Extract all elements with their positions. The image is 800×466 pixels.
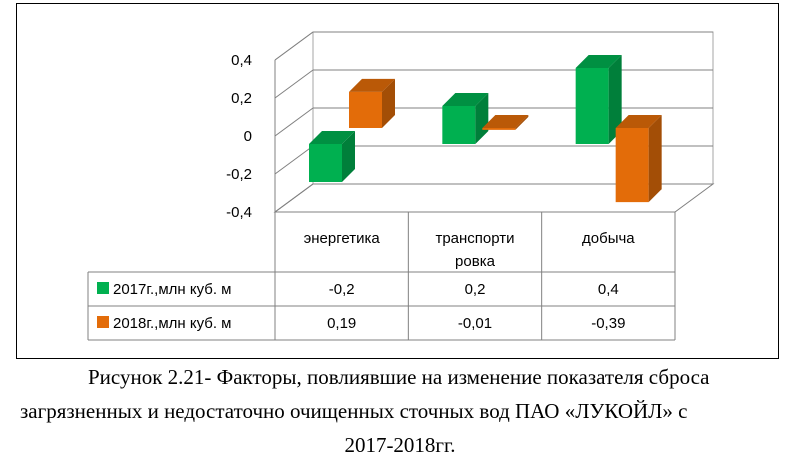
category-label: добыча (582, 230, 635, 247)
category-label: энергетика (304, 230, 381, 247)
gridline (274, 145, 314, 175)
y-tick-label: 0,4 (231, 52, 252, 69)
bar-2018-side (648, 115, 662, 203)
gridline (274, 107, 314, 137)
data-label: 0,4 (598, 281, 619, 298)
y-tick-label: 0 (244, 128, 252, 145)
bar-2017 (575, 68, 609, 144)
bar-2017-side (342, 131, 355, 182)
category-label: ровка (455, 253, 496, 270)
data-label: -0,01 (458, 315, 492, 332)
data-label: -0,39 (591, 315, 625, 332)
gridline (274, 69, 314, 99)
bar-2017-side (475, 93, 489, 144)
figure-caption: Рисунок 2.21- Факторы, повлиявшие на изм… (20, 360, 780, 462)
data-label: 0,2 (465, 281, 486, 298)
bar-2018-side (382, 78, 395, 128)
bar-2017-side (608, 55, 622, 144)
bar-2017-top (575, 55, 622, 68)
caption-line-3: 2017-2018гг. (344, 433, 456, 457)
caption-line-1: Рисунок 2.21- Факторы, повлиявшие на изм… (88, 365, 710, 389)
bar-2018 (349, 91, 382, 128)
gridline (274, 31, 314, 61)
bar-2018 (482, 128, 516, 130)
bar-2017 (309, 144, 342, 182)
data-label: 0,19 (327, 315, 356, 332)
series-name: 2018г.,млн куб. м (113, 315, 232, 332)
bar-2017 (442, 106, 476, 144)
bar-2018-top (482, 115, 529, 128)
bar-2017-top (309, 131, 355, 144)
series-name: 2017г.,млн куб. м (113, 281, 232, 298)
y-tick-label: -0,2 (226, 166, 252, 183)
legend-swatch (97, 282, 109, 294)
y-tick-label: -0,4 (226, 204, 252, 221)
category-label: транспорти (435, 230, 514, 247)
bar-2018 (615, 128, 649, 203)
bar-2018-top (615, 115, 662, 128)
data-label: -0,2 (329, 281, 355, 298)
caption-line-2: загрязненных и недостаточно очищенных ст… (20, 399, 688, 423)
bar-2018-side (515, 115, 529, 130)
y-tick-label: 0,2 (231, 90, 252, 107)
chart: 0,4 0,2 0 -0,2 -0,4 энергетика транспорти ровка… (87, 31, 715, 341)
legend-swatch (97, 316, 109, 328)
bar-2017-top (442, 93, 489, 106)
bar-2018-top (349, 78, 395, 92)
